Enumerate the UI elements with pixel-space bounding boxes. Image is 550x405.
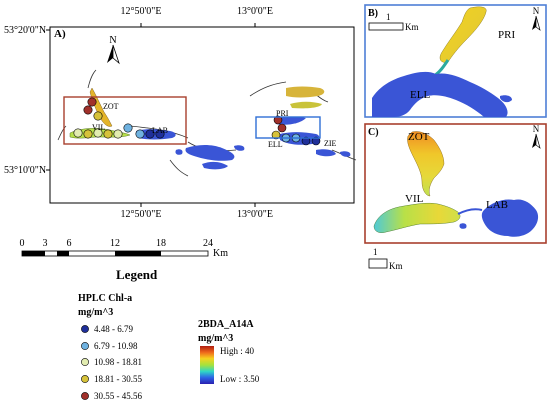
legend-raster-unit: mg/m^3 <box>198 333 233 344</box>
top-tick-label-1: 12°50'0"E <box>121 6 162 17</box>
inset-b-scale-unit: Km <box>405 22 419 32</box>
legend-raster-title: 2BDA_A14A <box>198 319 254 330</box>
scale-tick-18: 18 <box>156 238 166 249</box>
inset-b-north-arrow-icon: N <box>532 6 541 31</box>
scale-tick-6: 6 <box>67 238 72 249</box>
scale-tick-12: 12 <box>110 238 120 249</box>
inset-c-lab-lake <box>481 199 539 237</box>
sample-point <box>87 97 97 107</box>
north-arrow-icon: N <box>107 35 120 65</box>
inset-c-label-vil: VIL <box>405 193 424 205</box>
legend-class-label: 30.55 - 45.56 <box>94 391 142 401</box>
label-zot: ZOT <box>103 102 119 111</box>
legend-title: Legend <box>116 267 158 282</box>
inset-b: B) 1 Km PRI ELL N <box>364 4 547 118</box>
pri-area-box <box>255 116 321 139</box>
inset-b-label-pri: PRI <box>498 29 515 41</box>
top-tick-label-2: 13°0'0"E <box>237 6 273 17</box>
eastern-lakes <box>255 86 325 146</box>
legend-class-5: 30.55 - 45.56 <box>81 391 142 401</box>
inset-c-label-zot: ZOT <box>408 131 430 143</box>
legend-class-2: 6.79 - 10.98 <box>81 341 138 351</box>
legend-swatch <box>81 358 89 366</box>
label-vil: VIL <box>92 123 105 132</box>
inset-c-vil-lake <box>373 202 461 233</box>
inset-c-north-arrow-icon: N <box>532 124 541 149</box>
bottom-tick-label-2: 13°0'0"E <box>237 209 273 220</box>
zot-area-box <box>63 96 187 145</box>
inset-c-scale-unit: Km <box>389 261 403 271</box>
central-lakes <box>175 145 351 170</box>
top-tick-marks <box>46 23 256 207</box>
inset-c-scale: 1 Km <box>368 247 403 271</box>
inset-c-north-label: N <box>533 124 540 134</box>
sample-point <box>93 128 103 138</box>
inset-b-scale-value: 1 <box>386 12 391 22</box>
sample-point <box>103 129 113 139</box>
inset-b-north-label: N <box>533 6 540 16</box>
sample-point <box>273 115 283 125</box>
label-pri: PRI <box>276 109 289 118</box>
inset-b-ell-lake <box>372 71 508 117</box>
inset-c-scale-value: 1 <box>373 247 378 257</box>
bottom-tick-label-1: 12°50'0"E <box>121 209 162 220</box>
sample-point <box>83 129 93 139</box>
inset-c-zot-lake <box>407 131 445 197</box>
sample-point <box>73 128 83 138</box>
legend-raster-low: Low : 3.50 <box>220 374 260 384</box>
label-zie: ZIE <box>324 139 337 148</box>
scale-tick-0: 0 <box>20 238 25 249</box>
sample-point <box>155 129 165 139</box>
inset-c-panel-label: C) <box>368 127 379 138</box>
label-ell: ELL <box>268 140 283 149</box>
inset-c: C) ZOT VIL LAB N <box>364 123 547 244</box>
legend: Legend HPLC Chl-a mg/m^3 4.48 - 6.79 6.7… <box>78 267 260 401</box>
sample-point <box>113 129 123 139</box>
sample-point <box>83 105 93 115</box>
sample-point <box>93 111 103 121</box>
main-map: A) 12°50'0"E 13°0'0"E 53°20'0"N 53°10'0"… <box>4 6 357 220</box>
river-lines <box>57 69 357 177</box>
legend-points-unit: mg/m^3 <box>78 307 113 318</box>
scale-tick-3: 3 <box>43 238 48 249</box>
inset-b-panel-label: B) <box>368 8 378 19</box>
main-map-panel-label: A) <box>54 28 66 40</box>
legend-swatch <box>81 392 89 400</box>
sample-point <box>301 136 311 146</box>
sample-point <box>135 129 145 139</box>
legend-points-title: HPLC Chl-a <box>78 293 132 304</box>
lake-pri-main <box>286 86 325 98</box>
western-lakes <box>63 87 187 145</box>
sample-point <box>311 136 321 146</box>
legend-class-4: 18.81 - 30.55 <box>81 374 142 384</box>
scale-unit: Km <box>213 248 228 259</box>
legend-class-label: 10.98 - 18.81 <box>94 357 142 367</box>
main-scale-bar: 0 3 6 12 18 24 Km <box>20 238 229 259</box>
legend-swatch <box>81 375 89 383</box>
legend-class-label: 4.48 - 6.79 <box>94 324 133 334</box>
legend-class-label: 6.79 - 10.98 <box>94 341 138 351</box>
inset-b-scale: 1 Km <box>368 12 419 32</box>
inset-b-label-ell: ELL <box>410 89 430 101</box>
sample-point <box>145 129 155 139</box>
legend-raster-high: High : 40 <box>220 346 255 356</box>
label-lab: LAB <box>152 126 168 135</box>
legend-color-ramp <box>200 346 214 384</box>
sample-point <box>123 123 133 133</box>
left-tick-label-2: 53°10'0"N <box>4 165 46 176</box>
legend-class-1: 4.48 - 6.79 <box>81 324 133 334</box>
legend-swatch <box>81 325 89 333</box>
legend-swatch <box>81 342 89 350</box>
legend-class-3: 10.98 - 18.81 <box>81 357 142 367</box>
inset-c-label-lab: LAB <box>486 199 508 211</box>
sample-point <box>271 130 281 140</box>
scale-tick-24: 24 <box>203 238 213 249</box>
legend-class-label: 18.81 - 30.55 <box>94 374 142 384</box>
left-tick-label-1: 53°20'0"N <box>4 25 46 36</box>
north-arrow-label: N <box>109 35 116 46</box>
sample-point <box>277 123 287 133</box>
